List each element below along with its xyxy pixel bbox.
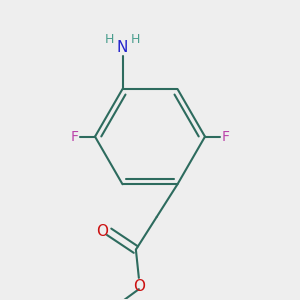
Text: F: F [222, 130, 230, 144]
Text: O: O [97, 224, 109, 239]
Text: O: O [133, 279, 145, 294]
Text: N: N [117, 40, 128, 55]
Text: F: F [70, 130, 78, 144]
Text: H: H [131, 34, 141, 46]
Text: H: H [104, 34, 114, 46]
